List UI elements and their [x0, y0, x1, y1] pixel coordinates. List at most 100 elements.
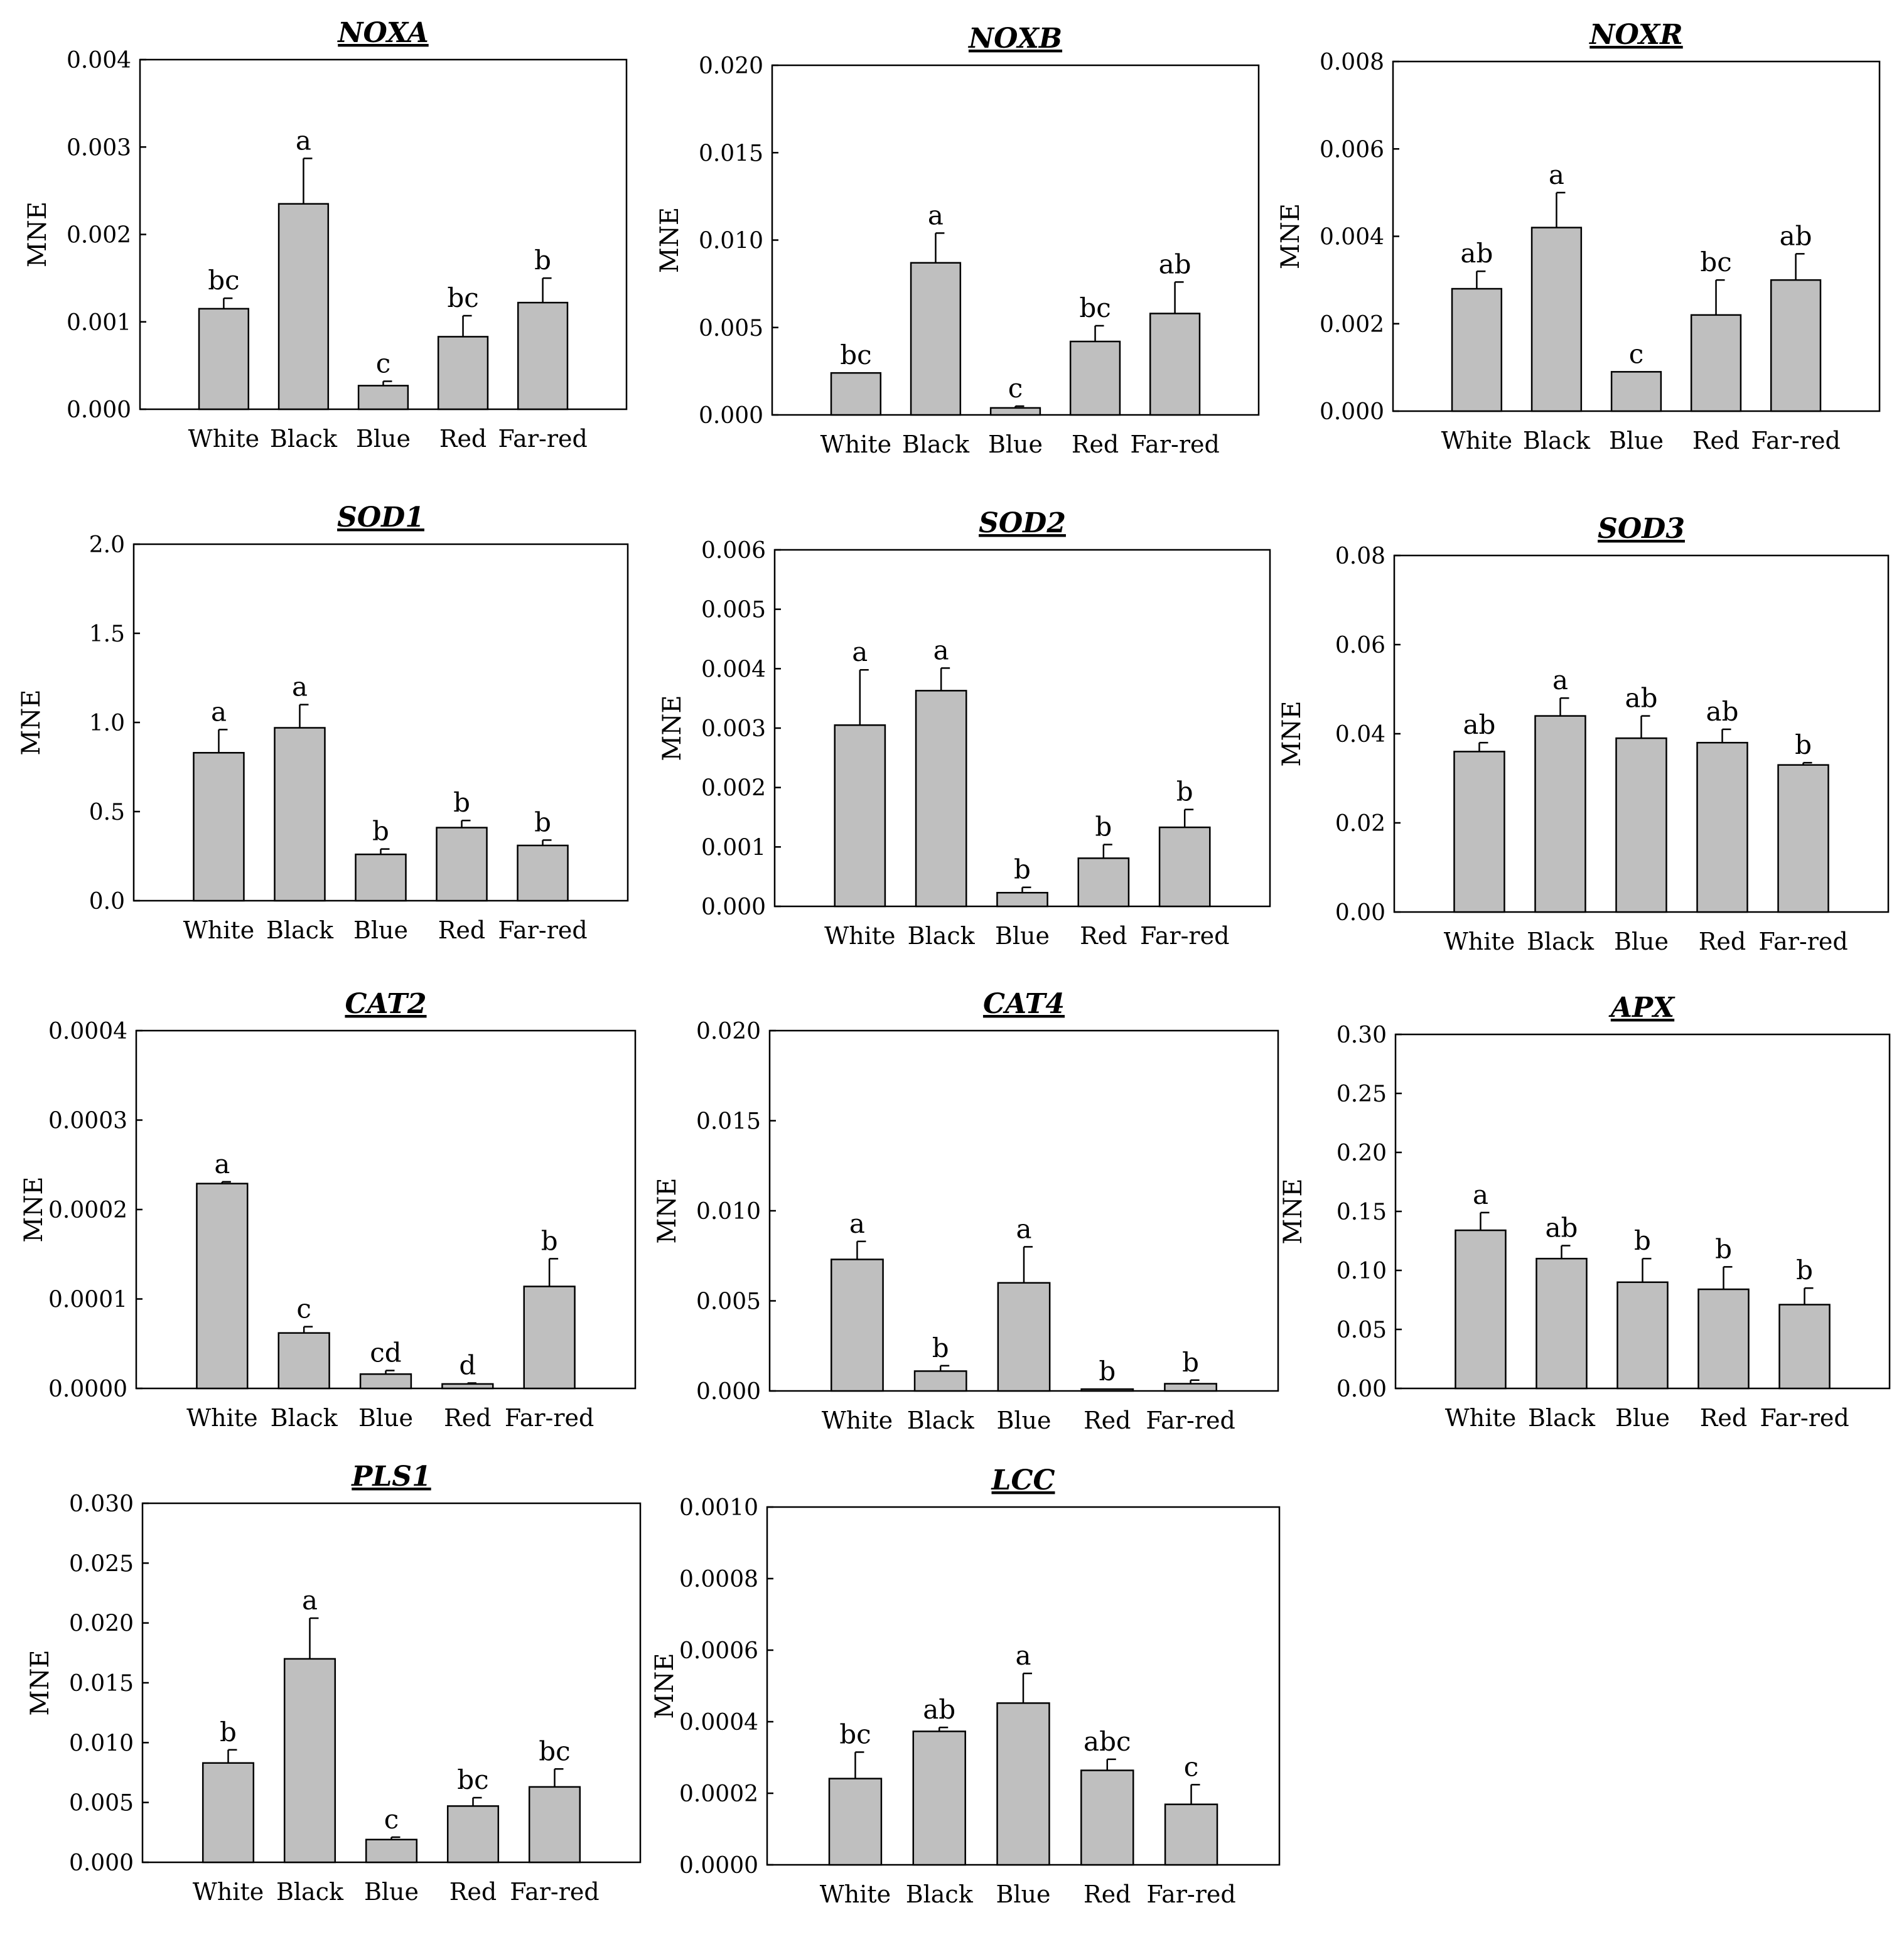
significance-label: cd — [370, 1338, 401, 1368]
bar-black — [1530, 227, 1583, 412]
y-tick-label: 2.0 — [89, 532, 125, 558]
y-tick-label: 0.006 — [1320, 137, 1384, 163]
x-category-label: Black — [266, 916, 334, 944]
significance-label: b — [1715, 1233, 1732, 1264]
chart-title: NOXA — [336, 17, 428, 49]
significance-label: d — [459, 1349, 476, 1380]
y-tick-label: 0.005 — [701, 598, 766, 623]
x-category-label: Far-red — [1751, 427, 1840, 454]
significance-label: ab — [923, 1694, 955, 1725]
y-tick-label: 0.0002 — [679, 1781, 758, 1807]
bar-far-red — [523, 1285, 576, 1390]
x-category-label: Red — [1084, 1407, 1131, 1434]
y-tick-label: 0.001 — [701, 835, 766, 861]
significance-label: a — [214, 1149, 230, 1179]
x-category-label: Red — [439, 425, 487, 453]
y-axis-label: MNE — [650, 1653, 679, 1719]
x-category-label: Blue — [356, 425, 411, 453]
x-category-label: Black — [1528, 1404, 1596, 1432]
x-category-label: Black — [270, 425, 338, 453]
y-tick-label: 0.20 — [1337, 1140, 1387, 1166]
y-axis-label: MNE — [23, 201, 52, 267]
bar-red — [446, 1805, 500, 1864]
significance-label: b — [453, 787, 470, 818]
y-tick-label: 0.30 — [1337, 1022, 1387, 1048]
x-category-label: Black — [276, 1878, 344, 1906]
bar-blue — [1616, 1281, 1669, 1390]
y-tick-label: 0.0006 — [679, 1638, 758, 1664]
x-category-label: White — [822, 1407, 893, 1434]
x-category-label: Black — [902, 431, 970, 458]
significance-label: c — [1008, 373, 1023, 404]
significance-label: ab — [1706, 696, 1739, 727]
bar-far-red — [1777, 764, 1829, 913]
x-category-label: White — [1444, 928, 1515, 955]
x-category-label: Blue — [1609, 427, 1664, 454]
y-tick-label: 0.004 — [1320, 225, 1384, 250]
bar-black — [277, 203, 330, 410]
x-category-label: White — [820, 1881, 891, 1908]
x-category-label: Far-red — [498, 916, 587, 944]
bar-red — [1069, 340, 1121, 416]
y-axis-label: MNE — [655, 207, 684, 273]
x-category-label: Far-red — [498, 425, 587, 453]
chart-title: LCC — [991, 1464, 1055, 1496]
bar-black — [910, 262, 962, 416]
chart-title: SOD3 — [1598, 513, 1685, 545]
bar-white — [834, 724, 886, 908]
y-tick-label: 0.25 — [1337, 1081, 1387, 1107]
chart-title: SOD2 — [979, 507, 1066, 539]
x-category-label: Blue — [353, 916, 408, 944]
chart-pls1: PLS1 MNE 0.000 0.005 0.010 0.015 0.020 0.025 0.0… — [26, 1461, 642, 1906]
significance-label: c — [376, 348, 391, 378]
significance-label: bc — [539, 1736, 570, 1766]
significance-label: ab — [1460, 238, 1493, 269]
bar-far-red — [517, 301, 569, 410]
y-tick-label: 0.015 — [69, 1671, 134, 1697]
y-tick-label: 0.003 — [701, 716, 766, 742]
significance-label: b — [1795, 729, 1812, 760]
y-tick-label: 0.0000 — [48, 1376, 127, 1402]
x-category-label: White — [820, 431, 891, 458]
y-tick-label: 0.001 — [67, 310, 131, 336]
x-category-label: Red — [1072, 431, 1119, 458]
y-tick-label: 0.010 — [699, 228, 763, 254]
significance-label: c — [1184, 1751, 1199, 1782]
significance-label: a — [296, 125, 311, 156]
chart-title: SOD1 — [337, 502, 424, 534]
chart-lcc: LCC MNE 0.0000 0.0002 0.0004 0.0006 0.0008 0.00… — [650, 1464, 1281, 1908]
y-tick-label: 0.05 — [1337, 1317, 1387, 1343]
y-tick-label: 0.025 — [69, 1551, 134, 1577]
significance-label: bc — [457, 1764, 488, 1795]
chart-noxr: NOXR MNE 0.000 0.002 0.004 0.006 0.008 ab White a… — [1276, 19, 1881, 454]
y-tick-label: 0.008 — [1320, 50, 1384, 75]
y-tick-label: 0.030 — [69, 1491, 134, 1517]
x-category-label: Red — [1084, 1881, 1131, 1908]
significance-label: ab — [1780, 220, 1812, 251]
y-tick-label: 0.000 — [699, 403, 763, 429]
y-tick-label: 1.5 — [89, 621, 125, 647]
x-category-label: White — [188, 425, 259, 453]
bar-far-red — [1778, 1304, 1831, 1390]
y-axis-label: MNE — [653, 1178, 682, 1243]
bar-far-red — [1770, 279, 1822, 412]
y-tick-label: 0.02 — [1335, 811, 1385, 837]
bar-red — [1080, 1388, 1134, 1392]
significance-label: b — [372, 816, 389, 847]
y-tick-label: 0.000 — [1320, 399, 1384, 425]
y-tick-label: 0.010 — [696, 1199, 761, 1225]
significance-label: a — [933, 635, 949, 665]
significance-label: b — [534, 807, 551, 837]
x-category-label: Red — [444, 1404, 491, 1432]
bar-far-red — [517, 844, 569, 902]
y-tick-label: 0.0 — [89, 889, 125, 915]
x-category-label: Far-red — [505, 1404, 594, 1432]
y-tick-label: 0.015 — [696, 1109, 761, 1135]
y-axis-label: MNE — [658, 695, 687, 761]
x-category-label: Far-red — [1758, 928, 1848, 955]
chart-sod3: SOD3 MNE 0.00 0.02 0.04 0.06 0.08 ab White a Black… — [1277, 513, 1890, 955]
y-tick-label: 0.0008 — [679, 1567, 758, 1592]
x-category-label: Blue — [995, 922, 1050, 950]
y-tick-label: 0.006 — [701, 538, 766, 564]
y-tick-label: 0.00 — [1337, 1376, 1387, 1402]
